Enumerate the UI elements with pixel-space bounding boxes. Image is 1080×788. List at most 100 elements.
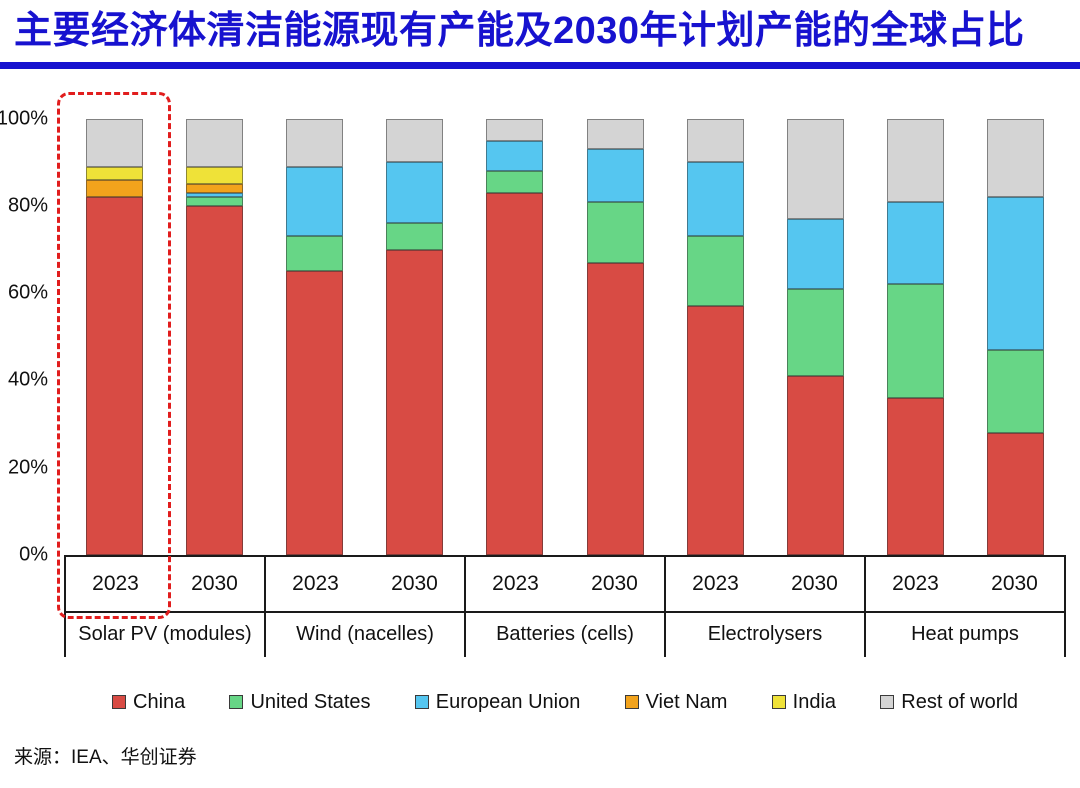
stacked-bar-heat-pumps-2030: [987, 118, 1045, 555]
plot-area: 0% 20% 40% 60% 80% 100%: [0, 107, 1066, 565]
segment-china: [787, 375, 845, 555]
legend-swatch-united-states: [229, 695, 244, 710]
year-group-heat-pumps: 2023 2030: [866, 556, 1066, 611]
y-tick-label-60: 60%: [7, 281, 48, 304]
segment-european-union: [987, 197, 1045, 350]
segment-united-states: [887, 284, 945, 398]
legend-swatch-china: [112, 695, 126, 710]
category-label-wind-nacelles: Wind (nacelles): [266, 612, 466, 657]
bar-slot-batteries-cells-2023: [465, 118, 565, 555]
bar-group-wind-nacelles: [264, 118, 464, 555]
bar-slot-heat-pumps-2023: [866, 118, 966, 555]
segment-china: [185, 205, 243, 555]
segment-rest-of-world: [286, 118, 343, 167]
segment-rest-of-world: [185, 118, 243, 167]
page-title: 主要经济体清洁能源现有产能及2030年计划产能的全球占比: [14, 10, 1025, 52]
legend-item-united-states: United States: [229, 691, 371, 714]
x-axis-year-row: 2023 2030 2023 2030 2023 2030 2023 2030 2023 2030: [64, 556, 1066, 613]
year-label-solar-pv-modules-2030: 2030: [191, 571, 238, 595]
legend-label-rest-of-world: Rest of world: [901, 690, 1018, 713]
year-group-electrolysers: 2023 2030: [666, 556, 866, 611]
stacked-bar-electrolysers-2023: [686, 118, 744, 555]
stacked-bar-wind-nacelles-2023: [286, 118, 343, 555]
header: 主要经济体清洁能源现有产能及2030年计划产能的全球占比: [0, 0, 1080, 54]
segment-united-states: [486, 171, 544, 193]
year-group-wind-nacelles: 2023 2030: [266, 556, 466, 611]
bar-group-heat-pumps: [866, 118, 1066, 555]
segment-rest-of-world: [686, 118, 744, 163]
legend-item-viet-nam: Viet Nam: [624, 690, 728, 714]
segment-rest-of-world: [787, 118, 845, 219]
year-label-electrolysers-2030: 2030: [791, 571, 838, 595]
segment-european-union: [787, 219, 845, 289]
legend-swatch-india: [771, 695, 786, 710]
bar-slot-electrolysers-2030: [765, 118, 865, 555]
page: 主要经济体清洁能源现有产能及2030年计划产能的全球占比 0% 20% 40% 60%…: [0, 0, 1080, 768]
legend-item-china: China: [112, 691, 185, 714]
segment-china: [586, 262, 644, 555]
bar-group-batteries-cells: [465, 118, 665, 555]
segment-united-states: [987, 349, 1045, 433]
x-axis-category-row: Solar PV (modules) Wind (nacelles) Batteri…: [64, 612, 1066, 657]
segment-united-states: [586, 201, 644, 263]
segment-european-union: [486, 140, 544, 172]
legend-label-china: China: [133, 690, 186, 713]
segment-rest-of-world: [486, 118, 544, 141]
bars-container: [64, 118, 1066, 555]
segment-viet-nam: [185, 184, 243, 193]
segment-european-union: [286, 166, 343, 237]
bar-group-electrolysers: [665, 118, 865, 555]
segment-china: [987, 432, 1045, 555]
legend-label-european-union: European Union: [435, 690, 581, 713]
segment-china: [85, 197, 143, 555]
segment-china: [887, 397, 945, 555]
year-label-batteries-cells-2023: 2023: [492, 571, 539, 595]
stacked-bar-electrolysers-2030: [787, 118, 845, 555]
legend-label-india: India: [792, 690, 837, 713]
segment-viet-nam: [85, 179, 143, 198]
bar-slot-solar-pv-modules-2030: [164, 118, 264, 555]
year-group-batteries-cells: 2023 2030: [466, 556, 666, 611]
legend-swatch-european-union: [414, 695, 429, 710]
segment-united-states: [286, 236, 343, 272]
segment-china: [486, 192, 544, 555]
year-label-heat-pumps-2030: 2030: [991, 571, 1038, 595]
segment-rest-of-world: [386, 118, 444, 163]
year-label-wind-nacelles-2030: 2030: [391, 571, 438, 595]
stacked-bar-solar-pv-modules-2030: [185, 118, 243, 555]
bar-slot-batteries-cells-2030: [565, 118, 665, 555]
stacked-bar-batteries-cells-2030: [586, 118, 644, 555]
category-label-solar-pv-modules: Solar PV (modules): [64, 612, 266, 657]
year-group-solar-pv-modules: 2023 2030: [64, 556, 266, 611]
y-tick-label-40: 40%: [7, 368, 48, 391]
bar-slot-wind-nacelles-2023: [264, 118, 364, 555]
segment-rest-of-world: [887, 118, 945, 202]
category-label-batteries-cells: Batteries (cells): [466, 612, 666, 657]
category-label-heat-pumps: Heat pumps: [866, 612, 1066, 657]
year-label-solar-pv-modules-2023: 2023: [92, 571, 139, 595]
legend-swatch-viet-nam: [624, 695, 639, 710]
y-tick-label-20: 20%: [7, 456, 48, 478]
title-underline: [0, 61, 1080, 69]
segment-india: [185, 166, 243, 185]
legend-label-viet-nam: Viet Nam: [645, 690, 728, 713]
segment-china: [686, 306, 744, 555]
segment-united-states: [686, 236, 744, 307]
y-tick-label-80: 80%: [7, 194, 48, 217]
segment-china: [386, 249, 444, 555]
legend: China United States European Union Viet Nam…: [112, 691, 1018, 714]
segment-european-union: [887, 201, 945, 285]
y-tick-label-0: 0%: [19, 543, 48, 566]
segment-china: [286, 271, 343, 555]
legend-item-european-union: European Union: [414, 690, 581, 714]
segment-united-states: [787, 288, 845, 376]
segment-rest-of-world: [85, 118, 143, 167]
segment-india: [85, 166, 143, 180]
legend-swatch-rest-of-world: [880, 695, 895, 710]
stacked-bar-chart: 0% 20% 40% 60% 80% 100% 2023 2030 2023 2030 2023 2…: [0, 91, 1066, 657]
y-axis-labels: 0% 20% 40% 60% 80% 100%: [0, 107, 56, 565]
year-label-electrolysers-2023: 2023: [692, 571, 739, 595]
year-label-batteries-cells-2030: 2030: [591, 571, 638, 595]
segment-european-union: [185, 192, 243, 198]
segment-european-union: [686, 162, 744, 237]
